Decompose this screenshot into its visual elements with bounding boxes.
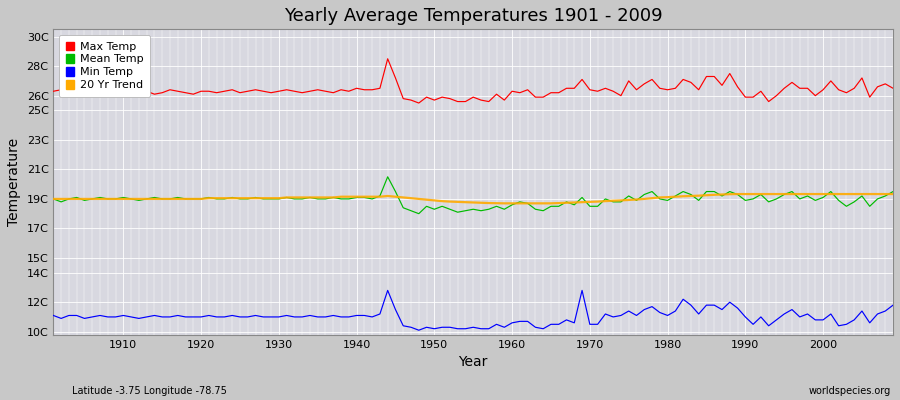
Text: worldspecies.org: worldspecies.org [809, 386, 891, 396]
Legend: Max Temp, Mean Temp, Min Temp, 20 Yr Trend: Max Temp, Mean Temp, Min Temp, 20 Yr Tre… [58, 35, 150, 97]
Y-axis label: Temperature: Temperature [7, 138, 21, 226]
X-axis label: Year: Year [458, 355, 488, 369]
Text: Latitude -3.75 Longitude -78.75: Latitude -3.75 Longitude -78.75 [72, 386, 227, 396]
Title: Yearly Average Temperatures 1901 - 2009: Yearly Average Temperatures 1901 - 2009 [284, 7, 662, 25]
